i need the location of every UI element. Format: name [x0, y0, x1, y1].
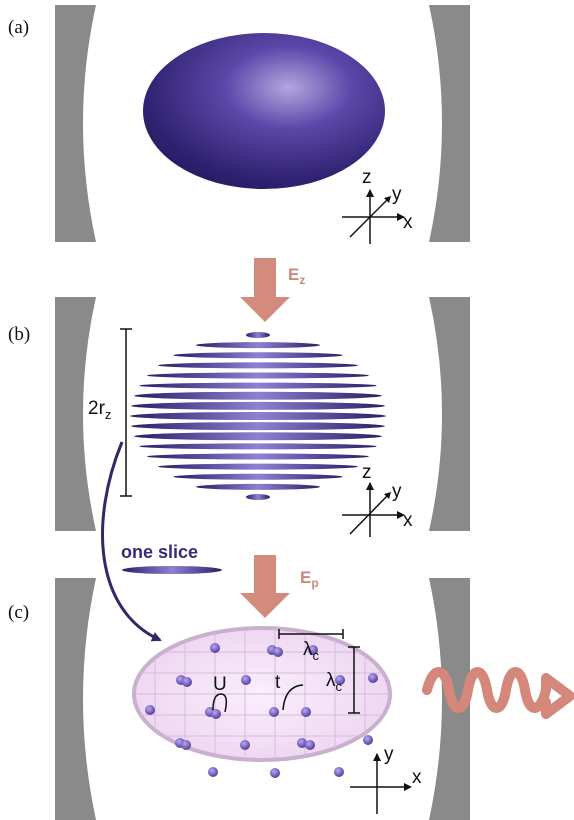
- slice-disk: [122, 566, 222, 574]
- axis-label-x-c: x: [412, 767, 422, 788]
- tunneling-arc: [282, 684, 304, 711]
- svg-text:λc: λc: [326, 670, 343, 694]
- cloud-slice: [134, 391, 382, 400]
- cavity-mirror-left-c: [55, 578, 96, 820]
- cloud-slice: [246, 494, 270, 500]
- panel-label-a: (a): [8, 17, 29, 38]
- axes-triad-a: [342, 189, 405, 244]
- field-arrow-ep: Ep: [240, 555, 319, 618]
- axis-label-y-a: y: [392, 184, 402, 205]
- field-label-ez: E: [288, 265, 299, 284]
- field-label-ep-sub: p: [311, 576, 318, 590]
- radius-label: 2r: [88, 398, 106, 419]
- field-arrow-ez: Ez: [240, 258, 305, 322]
- axis-label-z-a: z: [362, 167, 372, 188]
- lattice-atoms: [145, 643, 378, 778]
- axes-triad-b: [342, 482, 405, 537]
- panel-c: (c): [8, 578, 574, 820]
- cloud-slice: [139, 443, 377, 450]
- cloud-slice: [173, 352, 343, 359]
- cloud-slice: [173, 473, 343, 480]
- field-label-ep: E: [300, 568, 311, 587]
- cloud-slice: [158, 362, 358, 369]
- spacing-label-horizontal-sub: c: [313, 648, 320, 663]
- spacing-bar-horizontal: [278, 629, 344, 639]
- svg-text:λc: λc: [303, 639, 320, 663]
- panel-a: (a) z y x: [8, 5, 470, 244]
- axis-label-y-c: y: [384, 744, 394, 765]
- svg-text:Ez: Ez: [288, 265, 305, 287]
- spacing-label-vertical: λ: [326, 670, 336, 691]
- lattice-grid: [134, 628, 390, 760]
- cloud-slice: [130, 412, 386, 420]
- cloud-slices: [130, 332, 386, 500]
- radius-label-sub: z: [105, 407, 112, 422]
- cloud-slice: [131, 401, 385, 410]
- optical-lattice: U t λc λc: [132, 626, 392, 778]
- cloud-slice: [147, 372, 369, 379]
- axis-label-z-b: z: [362, 462, 372, 483]
- cavity-mirror-left-a: [55, 5, 96, 242]
- svg-text:Ep: Ep: [300, 568, 319, 590]
- atom-cloud: [143, 33, 385, 189]
- single-slice: one slice: [101, 441, 222, 642]
- svg-text:2rz: 2rz: [88, 398, 111, 422]
- down-arrow-icon: [240, 258, 290, 322]
- spacing-label-vertical-sub: c: [336, 679, 343, 694]
- cloud-slice: [131, 422, 385, 431]
- cloud-slice: [158, 463, 358, 470]
- interaction-arc: [212, 693, 228, 713]
- radius-bar: [120, 328, 132, 497]
- panel-b: (b) 2rz z y x: [8, 297, 470, 537]
- cavity-mirror-left-b: [55, 297, 96, 531]
- axis-label-x-b: x: [403, 510, 413, 531]
- panel-label-c: (c): [8, 602, 29, 623]
- tunneling-label: t: [275, 672, 281, 693]
- axes-pair-c: [350, 753, 412, 814]
- panel-label-b: (b): [8, 324, 30, 345]
- cloud-slice: [196, 342, 320, 349]
- field-label-ez-sub: z: [299, 273, 305, 287]
- cloud-slice: [147, 453, 369, 460]
- cavity-mirror-right-b: [429, 297, 470, 531]
- cloud-slice: [139, 382, 377, 389]
- spacing-label-horizontal: λ: [303, 639, 313, 660]
- cloud-slice: [246, 332, 270, 338]
- interaction-label: U: [213, 674, 227, 695]
- slice-arrow: [101, 441, 162, 642]
- axis-label-y-b: y: [392, 481, 402, 502]
- cavity-mirror-right-a: [429, 5, 470, 242]
- wavy-arrow-icon: [422, 667, 574, 719]
- down-arrow-icon: [240, 555, 290, 618]
- cloud-slice: [196, 483, 320, 490]
- spacing-bar-vertical: [348, 646, 360, 714]
- cloud-slice: [134, 432, 382, 441]
- axis-label-x-a: x: [403, 212, 413, 233]
- slice-label: one slice: [121, 542, 198, 562]
